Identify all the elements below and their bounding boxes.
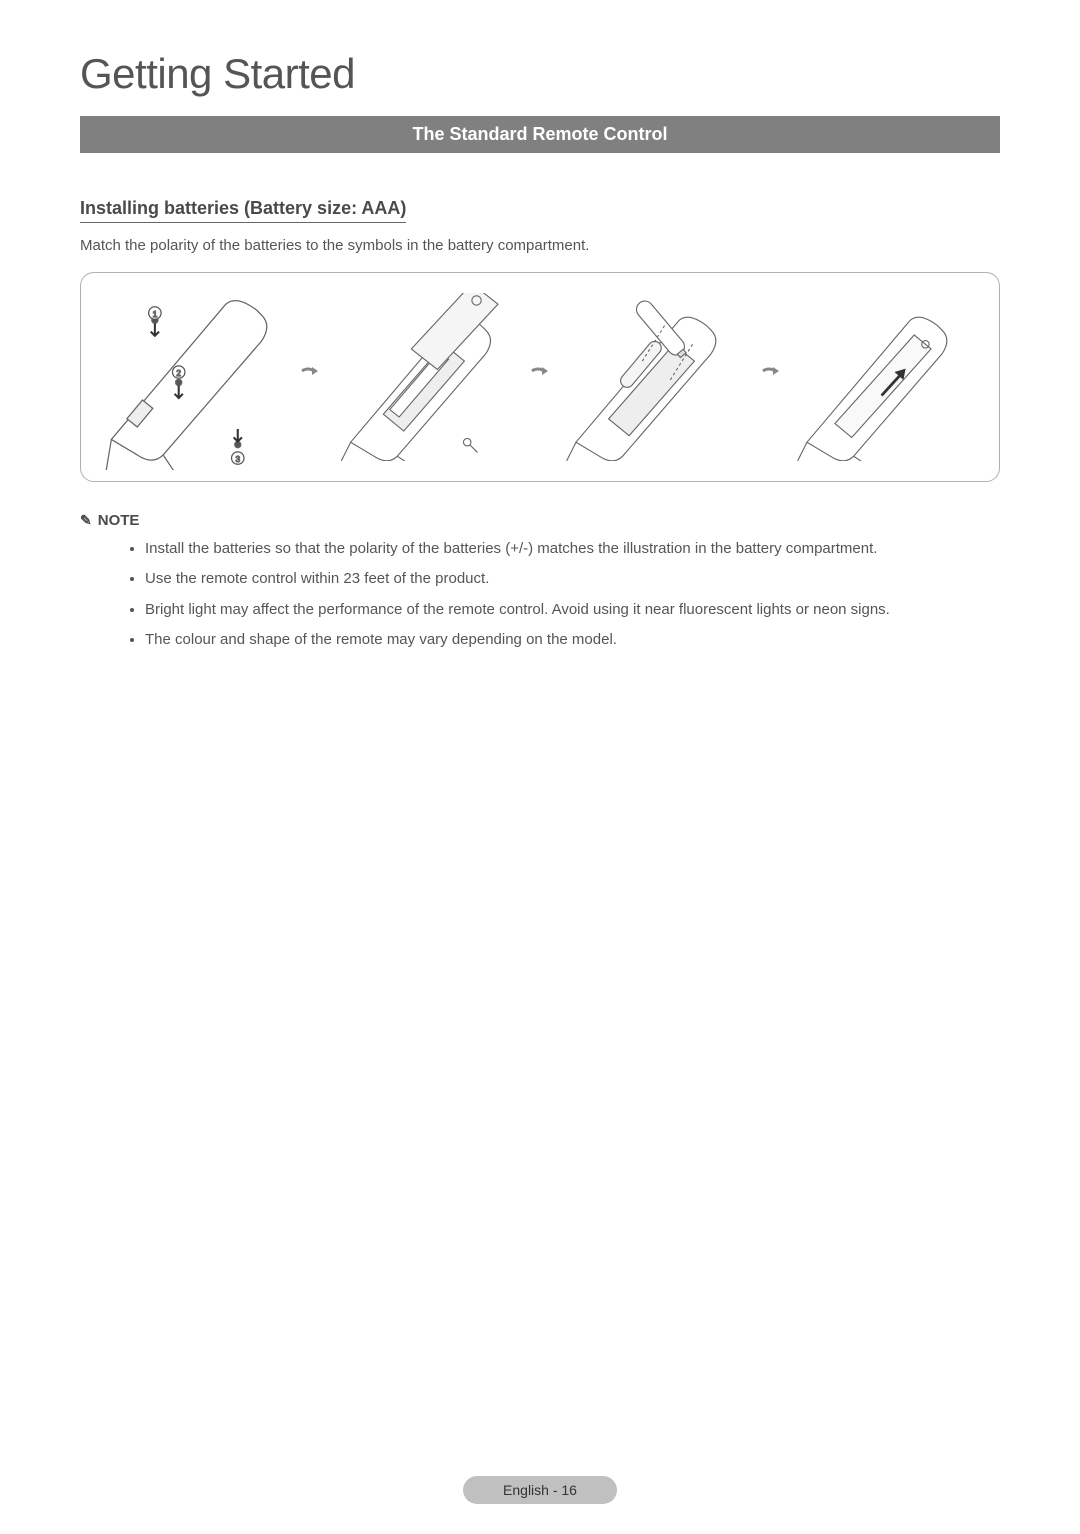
note-item: Bright light may affect the performance … [145, 600, 1000, 620]
step3-insert-batteries [562, 293, 749, 461]
intro-text: Match the polarity of the batteries to t… [80, 237, 1000, 254]
note-label: NOTE [98, 512, 140, 529]
note-item: Use the remote control within 23 feet of… [145, 569, 1000, 589]
step1-remote-back: 1 2 3 [101, 284, 288, 471]
note-icon: ✎ [80, 512, 92, 529]
svg-text:2: 2 [176, 369, 181, 378]
arrow-right-icon [759, 365, 783, 389]
note-header: ✎ NOTE [80, 512, 1000, 529]
subsection-title: Installing batteries (Battery size: AAA) [80, 198, 406, 223]
section-banner: The Standard Remote Control [80, 116, 1000, 153]
svg-text:1: 1 [153, 310, 158, 319]
arrow-right-icon [528, 365, 552, 389]
battery-install-illustration: 1 2 3 [80, 272, 1000, 482]
note-list: Install the batteries so that the polari… [80, 539, 1000, 650]
chapter-title: Getting Started [80, 50, 1000, 98]
arrow-right-icon [298, 365, 322, 389]
svg-text:3: 3 [235, 455, 240, 464]
page-footer: English - 16 [463, 1476, 617, 1504]
step2-cover-off [332, 293, 519, 461]
note-item: The colour and shape of the remote may v… [145, 630, 1000, 650]
note-item: Install the batteries so that the polari… [145, 539, 1000, 559]
step4-cover-on [793, 293, 980, 461]
